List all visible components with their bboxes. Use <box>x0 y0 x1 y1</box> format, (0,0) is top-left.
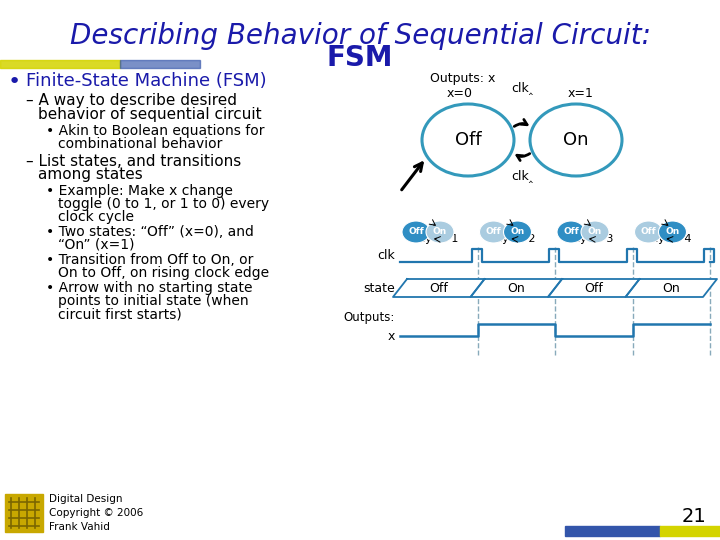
Text: cycle 1: cycle 1 <box>419 234 459 244</box>
Text: clk‸: clk‸ <box>511 82 533 95</box>
Text: among states: among states <box>38 167 143 182</box>
Text: Off: Off <box>408 227 424 237</box>
Ellipse shape <box>634 221 662 243</box>
Text: clk‸: clk‸ <box>511 170 533 183</box>
Text: Off: Off <box>585 281 603 294</box>
Text: On: On <box>662 281 680 294</box>
Text: Finite-State Machine (FSM): Finite-State Machine (FSM) <box>26 72 266 90</box>
Text: Off: Off <box>455 131 481 149</box>
Text: • Akin to Boolean equations for: • Akin to Boolean equations for <box>46 124 264 138</box>
Polygon shape <box>548 279 639 297</box>
Text: clock cycle: clock cycle <box>58 210 134 224</box>
Text: toggle (0 to 1, or 1 to 0) every: toggle (0 to 1, or 1 to 0) every <box>58 197 269 211</box>
Text: state: state <box>364 281 395 294</box>
Text: Outputs: x: Outputs: x <box>430 72 495 85</box>
Text: • Two states: “Off” (x=0), and: • Two states: “Off” (x=0), and <box>46 225 254 239</box>
Text: On: On <box>563 131 589 149</box>
Text: • Arrow with no starting state: • Arrow with no starting state <box>46 281 253 295</box>
Ellipse shape <box>659 221 686 243</box>
Text: cycle 4: cycle 4 <box>652 234 691 244</box>
Text: circuit first starts): circuit first starts) <box>58 307 181 321</box>
Text: Describing Behavior of Sequential Circuit:: Describing Behavior of Sequential Circui… <box>70 22 650 50</box>
Text: – List states, and transitions: – List states, and transitions <box>26 154 241 169</box>
Text: Outputs:: Outputs: <box>343 312 395 325</box>
Ellipse shape <box>503 221 531 243</box>
Text: – A way to describe desired: – A way to describe desired <box>26 93 237 108</box>
Text: Digital Design
Copyright © 2006
Frank Vahid: Digital Design Copyright © 2006 Frank Va… <box>49 494 143 532</box>
Polygon shape <box>470 279 562 297</box>
Text: • Example: Make x change: • Example: Make x change <box>46 184 233 198</box>
Text: combinational behavior: combinational behavior <box>58 137 222 151</box>
Text: On: On <box>588 227 602 237</box>
Text: On to Off, on rising clock edge: On to Off, on rising clock edge <box>58 266 269 280</box>
Text: FSM: FSM <box>327 44 393 72</box>
Text: cycle 2: cycle 2 <box>497 234 536 244</box>
Text: Off: Off <box>641 227 657 237</box>
Text: Off: Off <box>429 281 448 294</box>
Text: 21: 21 <box>681 507 706 526</box>
Ellipse shape <box>480 221 508 243</box>
Text: x=0: x=0 <box>447 87 473 100</box>
Text: Off: Off <box>485 227 501 237</box>
Text: On: On <box>510 227 525 237</box>
Bar <box>660 526 720 536</box>
Ellipse shape <box>402 221 430 243</box>
Ellipse shape <box>557 221 585 243</box>
Text: x: x <box>387 329 395 342</box>
Text: On: On <box>508 281 525 294</box>
Text: Off: Off <box>563 227 579 237</box>
Text: “On” (x=1): “On” (x=1) <box>58 238 135 252</box>
Polygon shape <box>626 279 717 297</box>
Bar <box>565 526 660 536</box>
Ellipse shape <box>426 221 454 243</box>
Ellipse shape <box>581 221 609 243</box>
Text: On: On <box>665 227 680 237</box>
Bar <box>0 60 120 68</box>
Text: •: • <box>8 72 22 92</box>
Text: points to initial state (when: points to initial state (when <box>58 294 248 308</box>
Text: x=1: x=1 <box>568 87 594 100</box>
Polygon shape <box>393 279 485 297</box>
Text: behavior of sequential circuit: behavior of sequential circuit <box>38 107 261 122</box>
Bar <box>5 494 43 532</box>
Text: clk: clk <box>377 249 395 262</box>
Text: • Transition from Off to On, or: • Transition from Off to On, or <box>46 253 253 267</box>
Text: cycle 3: cycle 3 <box>574 234 613 244</box>
Text: On: On <box>433 227 447 237</box>
Bar <box>120 60 200 68</box>
